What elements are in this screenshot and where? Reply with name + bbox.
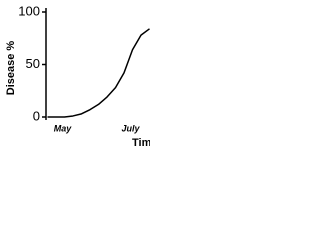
x-tick-label: May: [54, 123, 73, 133]
chart: Disease % Time 0 50 100 May July: [5, 3, 150, 149]
data-line: [47, 28, 150, 118]
y-tick-label: 100: [18, 3, 40, 18]
x-axis-title: Time: [132, 137, 150, 149]
y-tick-label: 0: [33, 108, 40, 123]
y-tick-label: 50: [26, 56, 40, 71]
x-tick-label: July: [121, 123, 140, 133]
page: {"chart_data": {"type": "line", "y_label…: [0, 0, 150, 150]
y-axis-title: Disease %: [5, 41, 17, 96]
